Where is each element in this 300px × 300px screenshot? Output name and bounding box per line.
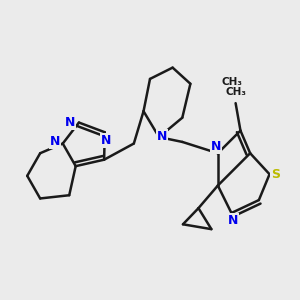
- Text: N: N: [50, 135, 60, 148]
- Text: N: N: [65, 116, 75, 129]
- Text: CH₃: CH₃: [225, 87, 246, 97]
- Text: CH₃: CH₃: [222, 77, 243, 87]
- Text: N: N: [228, 214, 238, 226]
- Text: N: N: [101, 134, 112, 147]
- Text: S: S: [271, 168, 280, 181]
- Text: N: N: [157, 130, 167, 142]
- Text: N: N: [211, 140, 221, 153]
